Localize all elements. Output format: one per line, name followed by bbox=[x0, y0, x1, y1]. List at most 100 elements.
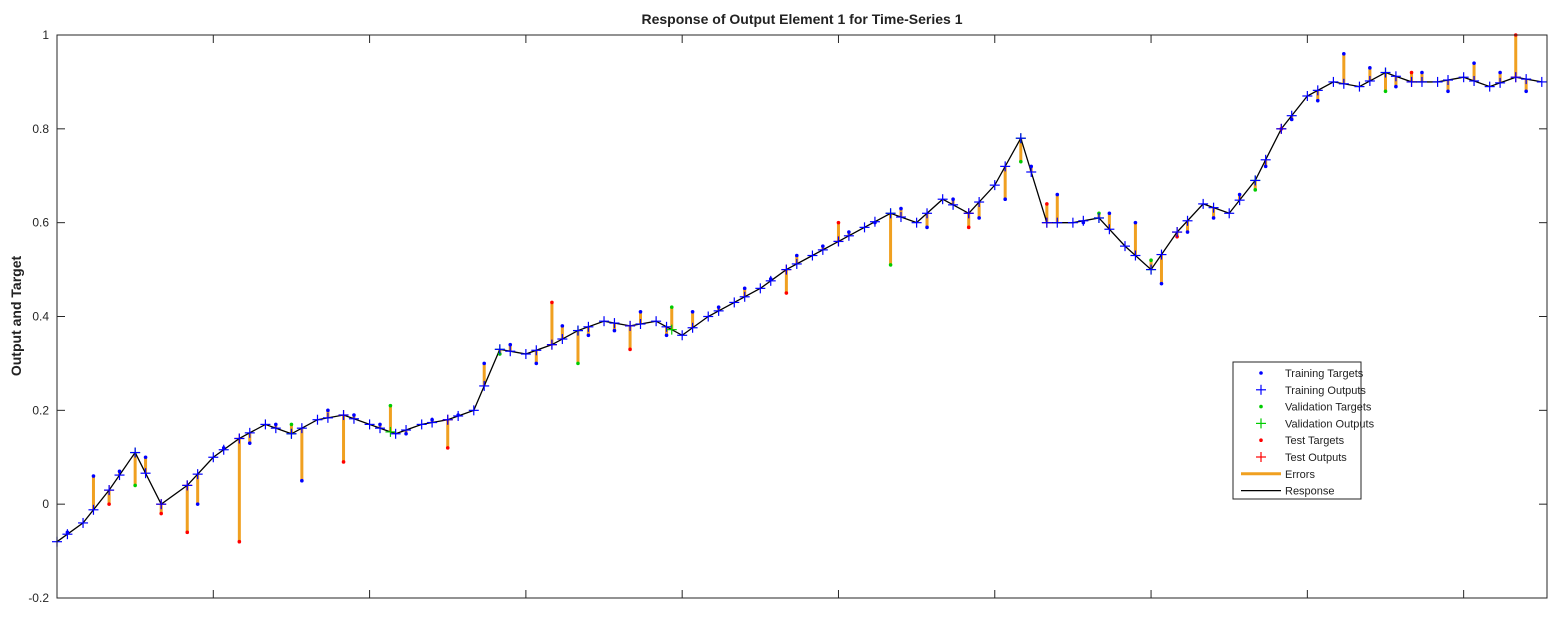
legend-label: Response bbox=[1285, 486, 1335, 498]
training-output-marker bbox=[948, 199, 959, 210]
training-output-marker bbox=[364, 419, 375, 430]
legend-symbol bbox=[1259, 404, 1263, 409]
training-output-marker bbox=[1521, 74, 1532, 85]
training-output-marker bbox=[208, 452, 219, 463]
training-target-point bbox=[1420, 70, 1424, 75]
training-target-point bbox=[873, 220, 877, 225]
training-target-point bbox=[1107, 211, 1112, 216]
training-output-marker bbox=[1146, 264, 1157, 275]
training-output-marker bbox=[583, 321, 594, 332]
training-output-marker bbox=[1000, 161, 1011, 172]
training-output-marker bbox=[1380, 67, 1391, 78]
training-output-marker bbox=[234, 433, 245, 444]
training-output-marker bbox=[1234, 195, 1245, 206]
legend: Training Targets Training Outputs Validati… bbox=[1232, 361, 1375, 500]
training-target-point bbox=[794, 253, 799, 258]
validation-target-point bbox=[1149, 258, 1153, 263]
training-output-marker bbox=[781, 264, 792, 275]
validation-target-point bbox=[133, 483, 137, 488]
legend-symbol bbox=[1256, 452, 1266, 462]
training-output-marker bbox=[140, 468, 151, 479]
chart-title: Response of Output Element 1 for Time-Se… bbox=[641, 11, 962, 27]
test-target-point bbox=[784, 291, 789, 295]
legend-item: Training Outputs bbox=[1256, 384, 1366, 397]
training-output-marker bbox=[416, 419, 427, 430]
training-output-marker bbox=[546, 339, 557, 350]
training-output-marker bbox=[1250, 175, 1261, 186]
training-output-marker bbox=[572, 325, 583, 336]
validation-target-point bbox=[289, 422, 294, 427]
y-tick-labels: -0.2 0 0.2 0.4 0.6 0.8 1 bbox=[28, 28, 49, 605]
training-output-marker bbox=[260, 419, 271, 430]
training-target-point bbox=[65, 530, 70, 535]
legend-item: Training Targets bbox=[1259, 368, 1364, 380]
validation-output-marker bbox=[385, 426, 396, 437]
test-target-point bbox=[550, 300, 554, 305]
training-output-marker bbox=[677, 330, 688, 341]
training-output-marker bbox=[1276, 123, 1287, 134]
y-tick-label: 0.6 bbox=[32, 216, 49, 230]
training-output-marker bbox=[1302, 90, 1313, 101]
training-target-point bbox=[326, 408, 330, 413]
training-target-point bbox=[1263, 164, 1268, 169]
training-output-marker bbox=[1041, 217, 1052, 228]
training-output-marker bbox=[1224, 208, 1235, 219]
y-tick-label: 0.2 bbox=[32, 403, 49, 417]
training-output-marker bbox=[885, 208, 896, 219]
training-output-marker bbox=[1390, 71, 1401, 82]
training-target-point bbox=[1237, 192, 1242, 197]
training-target-point bbox=[1315, 98, 1320, 103]
training-output-marker bbox=[609, 318, 620, 329]
training-target-point bbox=[91, 474, 96, 478]
validation-target-point bbox=[1383, 89, 1388, 94]
training-target-point bbox=[352, 413, 356, 417]
training-output-marker bbox=[531, 345, 542, 356]
training-target-point bbox=[247, 441, 252, 445]
training-output-marker bbox=[1067, 217, 1078, 228]
training-output-marker bbox=[1416, 76, 1427, 87]
legend-box bbox=[1232, 361, 1362, 500]
training-output-marker bbox=[635, 319, 646, 330]
training-target-point bbox=[664, 333, 669, 338]
legend-label: Validation Outputs bbox=[1285, 418, 1375, 430]
y-tick-label: 0 bbox=[42, 497, 49, 511]
legend-item: Response bbox=[1241, 486, 1335, 498]
training-target-point bbox=[1498, 70, 1502, 75]
training-target-point bbox=[274, 422, 278, 427]
training-target-point bbox=[1185, 230, 1190, 234]
training-output-marker bbox=[78, 517, 89, 528]
legend-label: Training Outputs bbox=[1285, 385, 1366, 397]
y-axis-label: Output and Target bbox=[8, 256, 24, 377]
training-target-point bbox=[1211, 216, 1216, 220]
legend-label: Errors bbox=[1285, 469, 1315, 481]
training-output-marker bbox=[911, 217, 922, 228]
training-target-point bbox=[586, 333, 591, 338]
training-target-point bbox=[1368, 66, 1372, 70]
training-target-point bbox=[430, 417, 434, 422]
training-output-marker bbox=[557, 334, 568, 345]
training-target-point bbox=[143, 455, 148, 460]
training-target-point bbox=[742, 286, 747, 291]
training-target-point bbox=[768, 277, 773, 281]
training-target-point bbox=[456, 413, 460, 417]
training-output-marker bbox=[1156, 249, 1167, 260]
validation-target-point bbox=[1253, 188, 1258, 192]
training-output-marker bbox=[130, 447, 141, 458]
training-output-marker bbox=[1443, 75, 1454, 86]
training-output-marker bbox=[1495, 77, 1506, 88]
training-output-marker bbox=[599, 316, 610, 327]
validation-target-point bbox=[888, 263, 893, 267]
training-output-marker bbox=[520, 349, 531, 360]
training-output-marker bbox=[156, 499, 167, 510]
legend-item: Test Targets bbox=[1259, 435, 1345, 447]
training-output-marker bbox=[1093, 212, 1104, 223]
training-output-marker bbox=[1354, 81, 1365, 92]
legend-symbol bbox=[1259, 438, 1263, 443]
training-output-marker bbox=[1052, 217, 1063, 228]
training-output-marker bbox=[1406, 76, 1417, 87]
test-target-point bbox=[1045, 202, 1049, 206]
training-output-marker bbox=[922, 208, 933, 219]
training-target-point bbox=[612, 328, 617, 333]
training-output-marker bbox=[859, 222, 870, 233]
training-output-marker bbox=[937, 194, 948, 205]
